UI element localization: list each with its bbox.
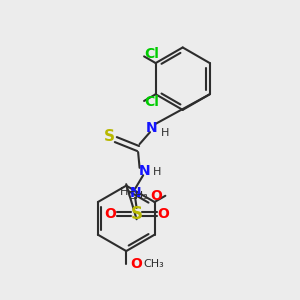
Text: N: N — [129, 186, 141, 200]
Text: H: H — [161, 128, 169, 138]
Text: N: N — [146, 121, 157, 135]
Text: Cl: Cl — [145, 47, 160, 61]
Text: H: H — [120, 187, 128, 196]
Text: CH₃: CH₃ — [128, 191, 148, 201]
Text: O: O — [130, 256, 142, 271]
Text: O: O — [104, 207, 116, 221]
Text: CH₃: CH₃ — [143, 259, 164, 269]
Text: S: S — [104, 129, 115, 144]
Text: S: S — [130, 205, 142, 223]
Text: Cl: Cl — [145, 95, 160, 110]
Text: O: O — [150, 189, 162, 203]
Text: H: H — [153, 167, 162, 177]
Text: N: N — [139, 164, 151, 178]
Text: O: O — [158, 207, 169, 221]
